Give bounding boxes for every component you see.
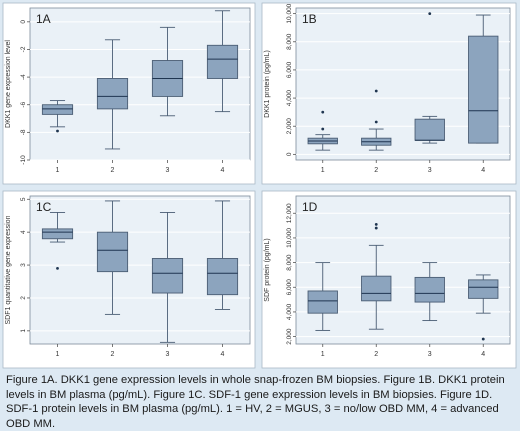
outlier-point — [321, 110, 325, 114]
box-body — [361, 275, 392, 302]
box-3 — [414, 262, 445, 322]
outlier-point — [374, 89, 378, 93]
y-tick-label: 4,000 — [286, 303, 293, 320]
plot-area — [295, 195, 511, 345]
box-body — [41, 104, 74, 115]
y-tick-label: 2 — [20, 296, 27, 300]
x-tick-label: 3 — [166, 167, 170, 174]
outlier-point — [321, 127, 325, 131]
y-tick-label: 5 — [20, 197, 27, 201]
y-tick-label: 8,000 — [286, 33, 293, 50]
y-tick-label: 2,000 — [286, 328, 293, 345]
x-tick-label: 4 — [481, 351, 485, 358]
box-3 — [151, 26, 184, 117]
box-body — [151, 258, 184, 294]
box-body — [414, 276, 445, 303]
y-tick-label: -10 — [20, 155, 27, 165]
y-axis-label: DKK1 protein (pg/mL) — [264, 50, 271, 118]
panel-1A: -10 -8 -6 -4 -2 0 DKK1 gene expression level 1A… — [2, 2, 256, 185]
y-tick-label: 8,000 — [286, 254, 293, 271]
box-4 — [206, 10, 239, 113]
y-tick-label: 6,000 — [286, 279, 293, 296]
y-tick-label: 12,000 — [286, 203, 293, 223]
y-tick-label: 10,000 — [286, 3, 293, 23]
figure-caption: Figure 1A. DKK1 gene expression levels i… — [6, 374, 505, 430]
box-4 — [468, 274, 499, 341]
box-1 — [307, 110, 338, 151]
y-tick-label: -8 — [20, 129, 27, 135]
panel-label: 1C — [36, 200, 52, 214]
plot-area — [29, 7, 251, 161]
x-tick-label: 3 — [428, 167, 432, 174]
box-body — [307, 290, 338, 314]
y-tick-label: 10,000 — [286, 228, 293, 248]
outlier-point — [56, 266, 59, 270]
outlier-point — [374, 226, 378, 230]
x-tick-label: 3 — [428, 351, 432, 358]
y-tick-label: -4 — [20, 74, 27, 80]
box-4 — [468, 14, 499, 144]
y-tick-label: 4,000 — [286, 90, 293, 107]
panel-label: 1A — [36, 12, 51, 26]
box-1 — [307, 262, 338, 331]
box-body — [96, 231, 129, 273]
y-tick-label: -6 — [20, 101, 27, 107]
y-tick-label: 3 — [20, 263, 27, 267]
box-3 — [151, 211, 184, 343]
y-tick-label: -2 — [20, 46, 27, 52]
x-tick-label: 3 — [166, 351, 170, 358]
box-2 — [361, 89, 392, 151]
panel-1B: 0 2,000 4,000 6,000 8,000 10,000 DKK1 protein … — [261, 2, 517, 185]
box-4 — [206, 200, 239, 310]
box-2 — [361, 222, 392, 330]
x-tick-label: 2 — [111, 167, 115, 174]
y-axis-label: SDF1 quantitative gene expression — [5, 215, 12, 324]
y-tick-label: 2,000 — [286, 118, 293, 135]
panel-label: 1B — [302, 12, 317, 26]
x-tick-label: 2 — [111, 351, 115, 358]
outlier-point — [374, 120, 378, 124]
y-tick-label: 6,000 — [286, 61, 293, 78]
panel-label: 1D — [302, 200, 318, 214]
box-2 — [96, 39, 129, 150]
outlier-point — [374, 222, 378, 226]
panel-1D: 2,000 4,000 6,000 8,000 10,000 12,000 SDF prot… — [261, 190, 517, 369]
box-2 — [96, 200, 129, 315]
x-tick-label: 4 — [481, 167, 485, 174]
x-tick-label: 1 — [321, 167, 325, 174]
x-tick-label: 1 — [321, 351, 325, 358]
panel-1C: 1 2 3 4 5 SDF1 quantitative gene expression 1C… — [2, 190, 256, 369]
y-tick-label: 1 — [20, 329, 27, 333]
x-tick-label: 4 — [221, 351, 225, 358]
x-tick-label: 1 — [56, 167, 60, 174]
x-tick-label: 4 — [221, 167, 225, 174]
box-body — [468, 35, 499, 144]
box-3 — [414, 12, 445, 144]
box-1 — [41, 211, 74, 270]
box-1 — [41, 100, 74, 133]
y-tick-label: 4 — [20, 230, 27, 234]
x-tick-label: 2 — [374, 167, 378, 174]
outlier-point — [56, 129, 59, 133]
box-body — [468, 279, 499, 299]
box-body — [41, 228, 74, 240]
outlier-point — [481, 337, 485, 341]
box-body — [206, 258, 239, 296]
outlier-point — [428, 12, 432, 16]
y-axis-label: SDF protein (pg/mL) — [264, 238, 271, 301]
y-axis-label: DKK1 gene expression level — [5, 40, 12, 128]
x-tick-label: 2 — [374, 351, 378, 358]
box-body — [414, 118, 445, 141]
box-body — [96, 78, 129, 110]
box-body — [206, 44, 239, 79]
x-tick-label: 1 — [56, 351, 60, 358]
y-tick-label: 0 — [20, 20, 27, 24]
y-tick-label: 0 — [286, 152, 293, 156]
